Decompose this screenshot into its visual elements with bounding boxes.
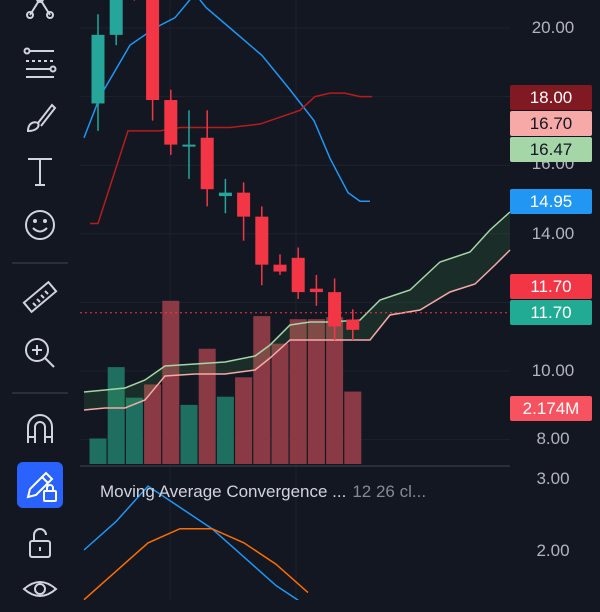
lock-drawing-tool[interactable] <box>17 462 63 508</box>
text-icon <box>28 158 52 186</box>
magnet-tool[interactable] <box>15 406 65 452</box>
macd-tick: 3.00 <box>536 469 570 488</box>
unlock-icon <box>29 528 51 558</box>
moving-averages <box>83 0 372 225</box>
candle-body <box>200 137 214 190</box>
grid-lines <box>80 0 510 600</box>
macd-indicator-label[interactable]: Moving Average Convergence ... 12 26 cl..… <box>100 482 500 502</box>
macd-params: 12 26 cl... <box>352 482 427 501</box>
band-upper-line <box>83 211 511 393</box>
volume-bar <box>326 317 344 464</box>
volume-bar <box>89 438 107 464</box>
volume-bar <box>125 397 143 464</box>
candle-body <box>255 216 269 265</box>
price-tick: 8.00 <box>536 429 570 448</box>
volume-bar <box>216 396 234 464</box>
candle-body <box>328 292 342 327</box>
price-tag-lower-band: 16.47 <box>510 137 592 162</box>
fib-retracement-icon <box>23 47 57 78</box>
zoom-tool[interactable] <box>15 330 65 376</box>
volume-bar <box>162 300 180 464</box>
pattern-tool[interactable] <box>15 0 65 28</box>
drawing-toolbar <box>0 0 80 600</box>
eye-icon <box>22 581 58 597</box>
measure-tool[interactable] <box>15 274 65 320</box>
volume-bar <box>271 343 289 464</box>
candle-body <box>182 144 196 147</box>
volume-bar <box>344 391 362 464</box>
brush-tool[interactable] <box>15 94 65 140</box>
candle-body <box>237 192 251 217</box>
price-tag-red-ma: 18.00 <box>510 85 592 110</box>
price-tag-upper-band: 16.70 <box>510 111 592 136</box>
toolbar-separator <box>12 262 68 264</box>
macd-tick: 2.00 <box>536 541 570 560</box>
price-tick: 10.00 <box>531 361 575 380</box>
smiley-icon <box>25 210 55 240</box>
signal-line <box>83 527 309 600</box>
price-tick: 20.00 <box>531 18 575 37</box>
candle-body <box>346 319 360 330</box>
ruler-icon <box>22 280 58 314</box>
candle-body <box>164 100 178 145</box>
magnet-icon <box>27 414 53 443</box>
price-tag-close: 11.70 <box>510 274 592 299</box>
zoom-in-icon <box>25 338 55 368</box>
volume-bar <box>289 319 307 464</box>
pattern-icon <box>26 0 54 19</box>
candlesticks <box>91 0 360 341</box>
candle-body <box>291 257 305 293</box>
candle-body <box>309 288 323 293</box>
volume-bar <box>107 367 125 464</box>
volume-bars <box>89 300 362 464</box>
volume-bar <box>144 384 162 464</box>
macd-title: Moving Average Convergence ... <box>100 482 347 501</box>
unlock-tool[interactable] <box>15 520 65 566</box>
volume-tag: 2.174M <box>510 396 592 421</box>
red-moving-average <box>90 92 372 225</box>
band-fill <box>84 212 510 410</box>
brush-icon <box>26 103 57 133</box>
visibility-tool[interactable] <box>15 566 65 612</box>
band-lower-line <box>83 249 511 411</box>
macd-line <box>83 485 300 600</box>
macd-pane[interactable] <box>83 485 309 600</box>
candle-body <box>146 0 160 101</box>
volume-bar <box>198 348 216 464</box>
toolbar-separator <box>12 392 68 394</box>
candle-body <box>109 0 123 35</box>
volume-bar <box>180 404 198 464</box>
volume-bar <box>253 316 271 464</box>
emoji-tool[interactable] <box>15 202 65 248</box>
price-tag-current: 11.70 <box>510 300 592 325</box>
blue-moving-average <box>83 0 370 202</box>
text-tool[interactable] <box>15 148 65 194</box>
volume-bar <box>235 377 253 464</box>
candle-body <box>218 192 232 197</box>
volume-bar <box>307 319 325 464</box>
price-tag-blue-ma: 14.95 <box>510 189 592 214</box>
pencil-lock-icon <box>26 471 57 502</box>
candle-body <box>273 264 287 272</box>
candle-body <box>91 34 105 104</box>
envelope-band <box>83 211 511 411</box>
fib-tool[interactable] <box>15 40 65 86</box>
price-tick: 14.00 <box>531 224 575 243</box>
